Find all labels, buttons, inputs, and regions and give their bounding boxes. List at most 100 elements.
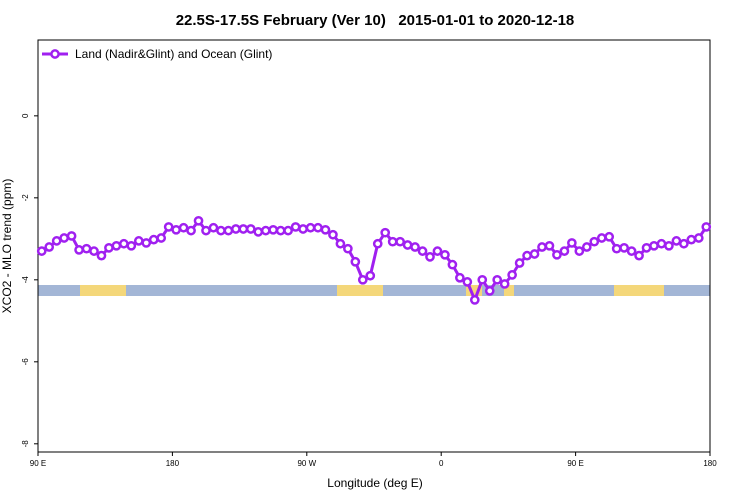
data-point (484, 286, 495, 296)
data-point (201, 225, 211, 236)
data-point (693, 233, 704, 243)
data-point (477, 274, 488, 285)
land-segment (504, 285, 514, 296)
land-segment (80, 285, 126, 296)
data-point (492, 274, 503, 285)
plot-frame (37, 39, 711, 453)
data-point (171, 224, 181, 235)
data-point (425, 252, 435, 262)
data-point (634, 250, 644, 261)
data-point (111, 240, 122, 251)
data-point (148, 234, 159, 245)
data-point (357, 274, 368, 285)
data-point (253, 227, 264, 237)
data-point (686, 234, 697, 245)
y-tick-label: -6 (21, 358, 30, 366)
data-point (104, 242, 114, 253)
land-segment (466, 285, 482, 296)
data-point (89, 246, 99, 256)
data-point (245, 224, 256, 234)
data-point (298, 224, 308, 234)
data-point (417, 246, 428, 256)
x-tick-label: 180 (166, 459, 180, 468)
data-point (216, 225, 226, 236)
data-point (679, 238, 689, 249)
data-point (567, 238, 577, 248)
data-point (522, 250, 532, 261)
data-point (81, 243, 92, 254)
data-point (611, 243, 622, 254)
data-point (119, 238, 129, 249)
data-point (507, 270, 517, 280)
data-point (455, 272, 465, 283)
data-point (604, 231, 615, 242)
data-point (537, 242, 547, 252)
data-point (701, 222, 712, 232)
data-point (410, 242, 420, 252)
legend-marker (50, 49, 60, 59)
data-point (395, 236, 405, 247)
y-tick-label: -2 (21, 194, 30, 202)
data-point (343, 243, 353, 254)
data-point (320, 224, 331, 235)
data-point (141, 238, 152, 248)
data-point (260, 225, 271, 236)
data-point (51, 236, 62, 246)
data-point (619, 242, 629, 253)
data-point (574, 246, 585, 256)
data-point (529, 249, 540, 259)
data-point (126, 240, 137, 251)
data-point (671, 236, 682, 246)
data-point (66, 231, 77, 241)
data-point (59, 233, 69, 243)
x-tick-label: 90 W (297, 459, 316, 468)
data-point (350, 256, 361, 267)
data-point (44, 242, 55, 252)
data-point (193, 215, 204, 226)
data-point (372, 238, 383, 249)
data-point (402, 240, 413, 250)
x-axis-label: Longitude (deg E) (327, 476, 422, 490)
data-point (328, 229, 338, 240)
data-point (626, 246, 637, 256)
data-point (133, 236, 144, 246)
data-point (268, 224, 279, 235)
data-point (596, 233, 607, 243)
data-point (559, 246, 570, 256)
land-segment (337, 285, 383, 296)
data-point (552, 249, 562, 260)
data-point (275, 225, 286, 236)
data-point (469, 295, 480, 305)
data-point (432, 246, 443, 256)
data-point (440, 249, 450, 260)
x-tick-label: 180 (703, 459, 717, 468)
x-tick-label: 0 (439, 459, 444, 468)
land-ocean-strip (38, 285, 710, 296)
data-point (649, 240, 659, 251)
y-axis-label: XCO2 - MLO trend (ppm) (0, 179, 14, 314)
data-point (544, 240, 555, 251)
data-point (447, 259, 458, 270)
data-point (313, 222, 323, 233)
y-tick-label: -4 (21, 276, 30, 284)
data-point (641, 242, 652, 253)
data-point (36, 246, 47, 256)
data-point (186, 225, 196, 236)
chart-title: 22.5S-17.5S February (Ver 10) 2015-01-01… (176, 12, 575, 29)
legend-label: Land (Nadir&Glint) and Ocean (Glint) (75, 47, 272, 61)
data-point (208, 222, 219, 233)
data-point (581, 242, 592, 252)
data-point (223, 225, 234, 236)
x-tick-label: 90 E (30, 459, 46, 468)
data-point (74, 245, 84, 255)
data-point (365, 270, 376, 281)
data-point (656, 238, 667, 249)
data-point (163, 222, 174, 232)
data-point (335, 238, 346, 249)
y-tick-label: 0 (21, 113, 30, 118)
data-point (514, 258, 525, 268)
x-tick-label: 90 E (567, 459, 583, 468)
data-point (156, 233, 167, 243)
